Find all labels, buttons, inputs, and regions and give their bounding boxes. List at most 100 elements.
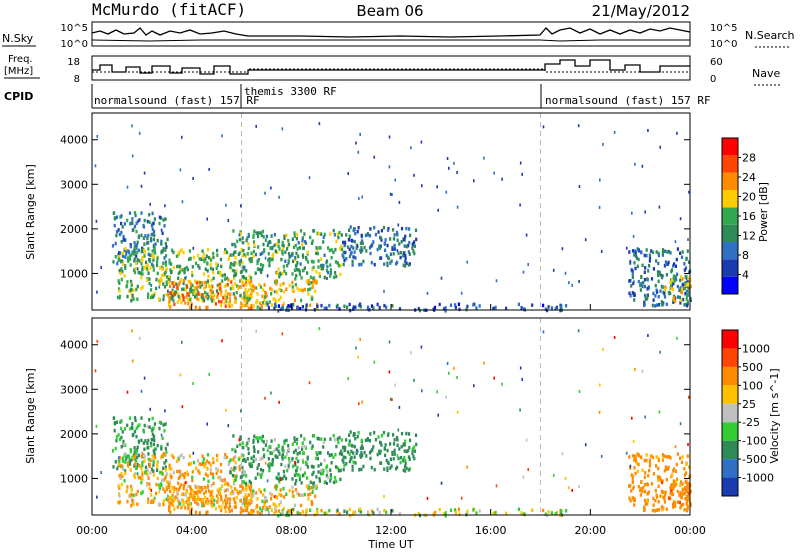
echo-cell (320, 232, 323, 236)
echo-cell (646, 502, 649, 506)
echo-cell (322, 445, 325, 449)
echo-cell (370, 509, 374, 513)
echo-cell (172, 298, 175, 303)
echo-cell (522, 512, 526, 516)
echo-cell (256, 299, 259, 303)
colorbar-tick-label: 100 (742, 379, 763, 392)
echo-cell (129, 462, 132, 466)
echo-cell (666, 250, 669, 254)
echo-cell (374, 437, 377, 442)
echo-cell (255, 329, 257, 333)
echo-cell (169, 496, 172, 500)
echo-cell (665, 507, 668, 511)
echo-cell (554, 512, 557, 516)
echo-cell (680, 460, 684, 464)
echo-cell (636, 469, 639, 474)
echo-cell (178, 297, 181, 301)
echo-cell (177, 481, 180, 485)
echo-cell (667, 249, 671, 254)
echo-cell (417, 307, 420, 311)
echo-cell (164, 490, 167, 494)
echo-cell (679, 288, 682, 292)
echo-cell (266, 507, 269, 512)
echo-cell (122, 234, 125, 239)
echo-cell (178, 455, 181, 459)
echo-cell (349, 430, 352, 434)
echo-cell (250, 292, 253, 296)
echo-cell (389, 442, 392, 446)
echo-cell (278, 492, 281, 497)
echo-cell (282, 290, 286, 294)
echo-cell (220, 264, 223, 269)
echo-cell (363, 450, 366, 455)
echo-cell (645, 248, 648, 252)
echo-cell (119, 456, 122, 460)
echo-cell (281, 332, 284, 336)
echo-cell (296, 286, 299, 291)
echo-cell (162, 282, 165, 286)
echo-cell (250, 511, 253, 515)
echo-cell (206, 279, 210, 283)
echo-cell (265, 506, 268, 510)
echo-cell (629, 484, 632, 488)
echo-cell (262, 288, 265, 292)
echo-cell (155, 277, 158, 282)
echo-cell (260, 304, 263, 308)
echo-cell (261, 434, 264, 439)
echo-cell (146, 219, 149, 224)
echo-cell (315, 246, 318, 250)
colorbar-tick-label: -100 (742, 435, 767, 448)
echo-cell (306, 465, 310, 469)
echo-cell (152, 449, 155, 454)
echo-cell (388, 135, 391, 139)
echo-cell (280, 478, 282, 481)
echo-cell (150, 438, 153, 442)
echo-cell (239, 510, 242, 515)
echo-cell (261, 294, 264, 299)
echo-cell (167, 485, 170, 490)
echo-cell (197, 489, 200, 494)
echo-cell (294, 256, 297, 260)
echo-cell (362, 259, 365, 264)
echo-cell (633, 458, 636, 462)
echo-cell (182, 281, 185, 286)
echo-cell (294, 258, 297, 262)
echo-cell (673, 484, 676, 488)
echo-cell (134, 244, 138, 248)
echo-cell (221, 339, 223, 343)
echo-cell (409, 233, 412, 238)
echo-cell (287, 457, 291, 461)
echo-cell (314, 484, 317, 488)
echo-cell (271, 246, 274, 251)
echo-cell (637, 484, 640, 489)
echo-cell (349, 457, 352, 461)
echo-cell (400, 226, 404, 231)
echo-cell (267, 306, 270, 310)
echo-cell (132, 502, 135, 506)
echo-cell (298, 269, 301, 274)
echo-cell (149, 407, 151, 411)
echo-cell (213, 498, 216, 503)
echo-cell (323, 458, 326, 463)
echo-cell (240, 475, 243, 479)
colorbar-segment (722, 348, 738, 367)
echo-cell (234, 487, 237, 491)
echo-cell (385, 305, 388, 309)
echo-cell (189, 495, 192, 499)
echo-cell (403, 456, 406, 460)
echo-cell (221, 484, 224, 488)
echo-cell (188, 249, 191, 253)
echo-cell (672, 505, 675, 509)
echo-cell (358, 197, 360, 201)
echo-cell (385, 458, 388, 463)
echo-cell (685, 502, 688, 506)
echo-cell (256, 464, 259, 468)
colorbar-segment (722, 259, 738, 277)
echo-cell (648, 255, 652, 260)
echo-cell (360, 444, 364, 448)
echo-cell (564, 271, 567, 275)
echo-cell (122, 439, 125, 444)
echo-cell (296, 511, 300, 516)
echo-cell (584, 443, 587, 447)
echo-cell (631, 275, 634, 280)
